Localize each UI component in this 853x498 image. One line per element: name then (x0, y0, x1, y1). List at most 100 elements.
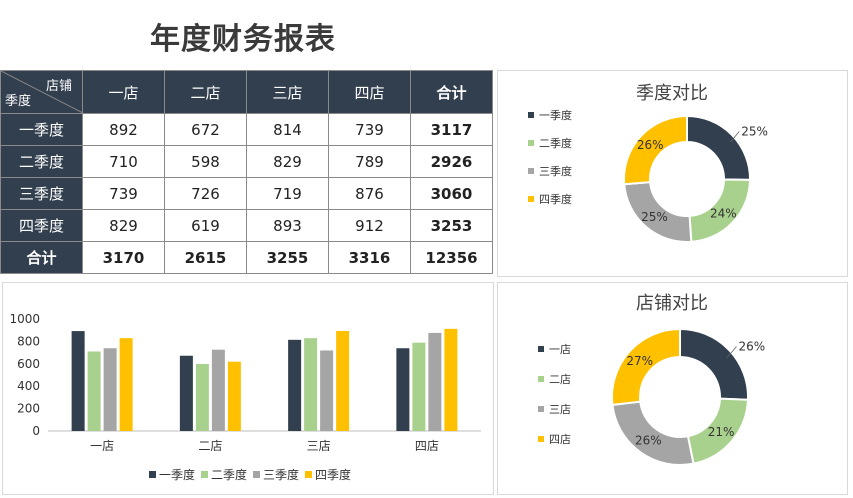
page-title: 年度财务报表 (150, 22, 336, 57)
legend-label: 四店 (549, 432, 571, 446)
legend-label: 一季度 (159, 467, 195, 482)
legend-label: 三季度 (263, 467, 299, 482)
legend-swatch (528, 168, 534, 174)
column-header: 二店 (164, 70, 247, 114)
bar (119, 338, 133, 431)
table-cell: 876 (328, 177, 411, 210)
legend-swatch (528, 140, 534, 146)
bar (103, 348, 117, 431)
table-cell-total: 3255 (246, 241, 329, 274)
table-cell: 619 (164, 209, 247, 242)
table-corner-cell: 店铺 季度 (0, 70, 83, 114)
legend-swatch (201, 471, 208, 478)
row-header: 一季度 (0, 113, 83, 146)
x-tick-label: 三店 (307, 439, 331, 453)
table-cell-total: 3117 (410, 113, 493, 146)
table-cell: 672 (164, 113, 247, 146)
row-header: 四季度 (0, 209, 83, 242)
legend-label: 三季度 (539, 164, 572, 178)
bar (87, 351, 101, 431)
legend-swatch (528, 112, 534, 118)
bar (195, 364, 209, 431)
legend-label: 二季度 (211, 467, 247, 482)
bar (320, 350, 334, 431)
legend-swatch (538, 406, 544, 412)
legend-label: 二店 (549, 372, 571, 386)
bar (179, 355, 193, 431)
legend-label: 四季度 (315, 467, 351, 482)
quarter-donut-panel: 季度对比一季度二季度三季度四季度 25% 24% 25% 26% (497, 70, 848, 277)
store-donut-panel: 店铺对比 一店 二店 三店 四店 26% 21% 26% 27% (497, 282, 848, 495)
legend-label: 二季度 (539, 136, 572, 150)
legend-swatch (538, 346, 544, 352)
table-cell: 598 (164, 145, 247, 178)
column-header: 四店 (328, 70, 411, 114)
table-cell: 726 (164, 177, 247, 210)
corner-diagonal (1, 71, 83, 113)
bar (211, 349, 225, 431)
x-tick-label: 一店 (90, 439, 114, 453)
table-cell-total: 2615 (164, 241, 247, 274)
bar (336, 330, 350, 431)
bar (71, 331, 85, 431)
table-cell-total: 12356 (410, 241, 493, 274)
table-cell-total: 3316 (328, 241, 411, 274)
legend-swatch (538, 436, 544, 442)
bar (428, 332, 442, 431)
legend-swatch (253, 471, 260, 478)
corner-store-label: 店铺 (45, 79, 72, 94)
table-row: 三季度 739 726 719 876 3060 (0, 177, 493, 210)
table-header-row: 店铺 季度 一店 二店 三店 四店 合计 (0, 70, 493, 114)
legend-swatch (528, 196, 534, 202)
y-tick-label: 400 (17, 379, 40, 393)
legend-swatch (149, 471, 156, 478)
table-cell: 719 (246, 177, 329, 210)
legend-swatch (305, 471, 312, 478)
table-cell: 892 (82, 113, 165, 146)
table-cell-total: 3253 (410, 209, 493, 242)
table-row: 二季度 710 598 829 789 2926 (0, 145, 493, 178)
table-cell: 829 (82, 209, 165, 242)
y-tick-label: 200 (17, 402, 40, 416)
donut-slice (611, 327, 681, 406)
table-cell: 710 (82, 145, 165, 178)
table-cell: 789 (328, 145, 411, 178)
table-cell: 912 (328, 209, 411, 242)
data-label: 25% (741, 124, 768, 138)
table-cell: 814 (246, 113, 329, 146)
column-header-total: 合计 (410, 70, 493, 114)
row-header: 二季度 (0, 145, 83, 178)
y-tick-label: 0 (32, 424, 40, 438)
column-header: 三店 (246, 70, 329, 114)
donut-slice (623, 114, 688, 186)
legend-label: 三店 (549, 402, 571, 416)
data-label: 26% (635, 434, 662, 448)
leader-line (730, 131, 740, 143)
data-label: 25% (641, 210, 668, 224)
table-total-row: 合计 3170 2615 3255 3316 12356 (0, 241, 493, 274)
table-cell: 739 (82, 177, 165, 210)
bar-chart-panel: 0 200 400 600 800 1000 一店 二店 三店 四店 一季度 二季度 三季度 四季度 (2, 282, 494, 495)
y-tick-label: 1000 (9, 312, 40, 326)
data-label: 27% (626, 354, 653, 368)
row-header-total: 合计 (0, 241, 83, 274)
finance-table: 店铺 季度 一店 二店 三店 四店 合计 一季度 892 672 814 739… (0, 70, 493, 274)
data-label: 21% (708, 425, 735, 439)
table-cell-total: 2926 (410, 145, 493, 178)
chart-title: 季度对比 (636, 83, 708, 104)
x-tick-label: 四店 (415, 439, 439, 453)
y-tick-label: 800 (17, 334, 40, 348)
data-label: 26% (637, 138, 664, 152)
bar (396, 348, 410, 431)
data-label: 24% (710, 206, 737, 220)
bar (444, 328, 458, 431)
column-header: 一店 (82, 70, 165, 114)
legend-swatch (538, 376, 544, 382)
legend-label: 一季度 (539, 108, 572, 122)
data-label: 26% (739, 340, 766, 354)
row-header: 三季度 (0, 177, 83, 210)
table-cell-total: 3170 (82, 241, 165, 274)
legend-label: 四季度 (539, 192, 572, 206)
